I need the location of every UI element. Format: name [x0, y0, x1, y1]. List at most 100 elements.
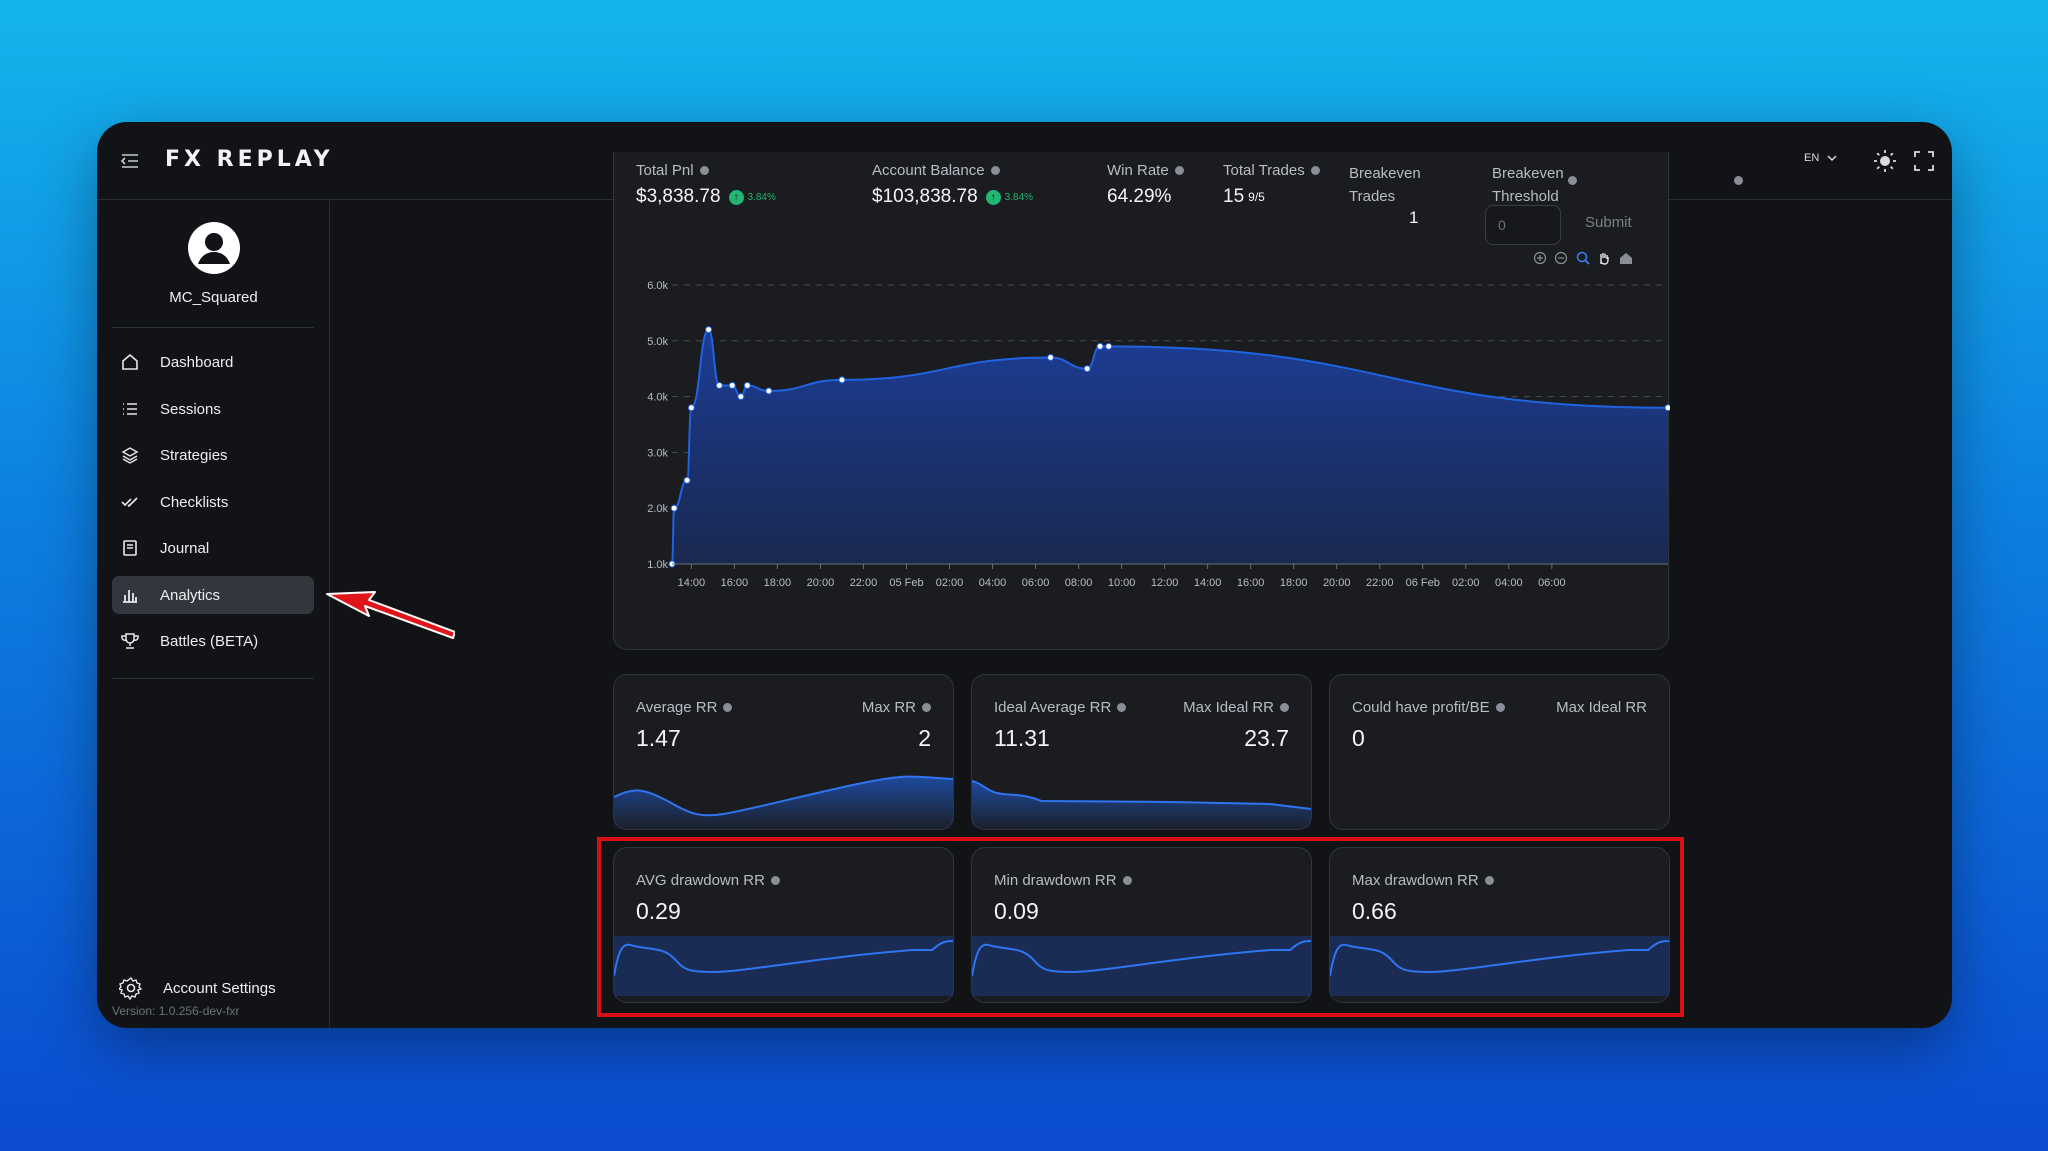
data-point: [728, 381, 736, 389]
data-point: [838, 376, 846, 384]
x-tick-label: 05 Feb: [889, 577, 923, 589]
x-tick-label: 22:00: [1366, 577, 1394, 589]
sidebar-item-label: Journal: [160, 539, 210, 557]
sidebar-item-label: Sessions: [160, 400, 221, 418]
info-icon[interactable]: [770, 876, 780, 885]
trophy-icon: [121, 633, 139, 649]
x-tick-label: 02:00: [936, 577, 964, 589]
collapse-menu-icon[interactable]: [119, 150, 141, 172]
y-tick-label: 5.0k: [647, 336, 668, 348]
info-icon[interactable]: [1484, 876, 1494, 885]
ideal-average-rr-card: Ideal Average RR Max Ideal RR 11.31 23.7: [971, 674, 1312, 830]
sidebar-item-dashboard[interactable]: Dashboard: [112, 343, 314, 381]
x-tick-label: 06 Feb: [1406, 577, 1440, 589]
total-pnl-change: ↑ 3.84%: [728, 189, 776, 205]
data-point: [705, 326, 713, 334]
sparkline: [972, 936, 1311, 996]
sidebar-item-sessions[interactable]: Sessions: [112, 390, 314, 428]
x-tick-label: 10:00: [1108, 577, 1136, 589]
y-tick-label: 1.0k: [647, 559, 668, 571]
data-point: [765, 387, 773, 395]
total-trades-label: Total Trades: [1223, 162, 1320, 179]
data-point: [1105, 342, 1113, 350]
total-trades-value: 15 9/5: [1223, 186, 1265, 207]
x-tick-label: 20:00: [1323, 577, 1351, 589]
account-balance-value: $103,838.78 ↑ 3.84%: [872, 186, 1034, 207]
sidebar-item-label: Checklists: [160, 493, 229, 511]
card-label: Min drawdown RR: [994, 872, 1132, 889]
sidebar-item-checklists[interactable]: Checklists: [112, 483, 314, 521]
y-tick-label: 6.0k: [647, 280, 668, 292]
x-tick-label: 14:00: [1194, 577, 1222, 589]
y-tick-label: 4.0k: [647, 392, 668, 404]
info-icon[interactable]: [699, 166, 709, 175]
zoom-in-icon[interactable]: [1533, 251, 1547, 265]
sidebar-item-battles[interactable]: Battles (BETA): [112, 622, 314, 660]
card-label: AVG drawdown RR: [636, 872, 780, 889]
arrow-up-icon: ↑: [728, 189, 744, 205]
layers-icon: [121, 447, 139, 464]
sidebar-divider: [112, 327, 314, 328]
x-tick-label: 18:00: [764, 577, 792, 589]
card-value-right: 2: [918, 725, 931, 751]
data-point: [1047, 354, 1055, 362]
submit-button[interactable]: Submit: [1585, 214, 1632, 231]
equity-chart: 6.0k 5.0k 4.0k 3.0k 2.0k 1.0k 14:00 16:00 18:00 2…: [647, 280, 1670, 589]
checks-icon: [121, 497, 138, 508]
language-label: EN: [1804, 152, 1820, 164]
info-icon[interactable]: [1174, 166, 1184, 175]
data-point: [715, 381, 723, 389]
sidebar-item-label: Dashboard: [160, 353, 234, 371]
breakeven-threshold-input[interactable]: [1485, 205, 1561, 245]
avatar-icon[interactable]: [187, 221, 241, 275]
arrow-up-icon: ↑: [985, 189, 1001, 205]
info-icon[interactable]: [922, 703, 931, 712]
sidebar-item-analytics[interactable]: Analytics: [112, 576, 314, 614]
data-point: [670, 504, 678, 512]
info-icon[interactable]: [1117, 703, 1127, 712]
win-rate-value: 64.29%: [1107, 186, 1172, 207]
info-icon[interactable]: [1495, 703, 1505, 712]
y-tick-label: 2.0k: [647, 503, 668, 515]
selection-zoom-icon[interactable]: [1576, 251, 1590, 265]
version-text: Version: 1.0.256-dev-fxr: [112, 1004, 240, 1018]
zoom-out-icon[interactable]: [1554, 251, 1568, 265]
could-have-profit-card: Could have profit/BE Max Ideal RR 0: [1329, 674, 1670, 830]
theme-toggle-sun-icon[interactable]: [1873, 149, 1897, 173]
app-logo[interactable]: FX REPLAY: [165, 147, 334, 172]
data-point: [737, 393, 745, 401]
reset-home-icon[interactable]: [1619, 251, 1633, 265]
info-icon[interactable]: [723, 703, 733, 712]
username: MC_Squared: [169, 289, 258, 306]
sidebar-item-strategies[interactable]: Strategies: [112, 436, 314, 474]
x-tick-label: 14:00: [678, 577, 706, 589]
min-drawdown-rr-card: Min drawdown RR 0.09: [971, 847, 1312, 1003]
sidebar-item-journal[interactable]: Journal: [112, 529, 314, 567]
x-tick-label: 06:00: [1022, 577, 1050, 589]
info-icon[interactable]: [1568, 176, 1577, 185]
x-tick-label: 16:00: [721, 577, 749, 589]
account-settings-link[interactable]: Account Settings: [112, 976, 276, 1000]
data-point: [1083, 365, 1091, 373]
total-pnl-value: $3,838.78 ↑ 3.84%: [636, 186, 776, 207]
pan-hand-icon[interactable]: [1597, 251, 1611, 265]
average-rr-card: Average RR Max RR 1.47 2: [613, 674, 954, 830]
fullscreen-icon[interactable]: [1913, 150, 1935, 172]
account-balance-label: Account Balance: [872, 162, 1000, 179]
sidebar-divider: [112, 678, 314, 679]
data-point: [1096, 342, 1104, 350]
x-tick-label: 02:00: [1452, 577, 1480, 589]
sidebar: MC_Squared Dashboard Sessions Strategies…: [97, 201, 330, 1028]
sparkline: [614, 775, 953, 829]
info-icon[interactable]: [1734, 176, 1743, 185]
x-tick-label: 18:00: [1280, 577, 1308, 589]
chevron-down-icon: [1827, 155, 1837, 162]
info-icon[interactable]: [1280, 703, 1289, 712]
info-icon[interactable]: [1310, 166, 1320, 175]
win-rate-label: Win Rate: [1107, 162, 1184, 179]
x-tick-label: 22:00: [850, 577, 878, 589]
home-icon: [122, 353, 138, 370]
language-selector[interactable]: EN: [1804, 152, 1837, 164]
info-icon[interactable]: [1122, 876, 1132, 885]
info-icon[interactable]: [990, 166, 1000, 175]
